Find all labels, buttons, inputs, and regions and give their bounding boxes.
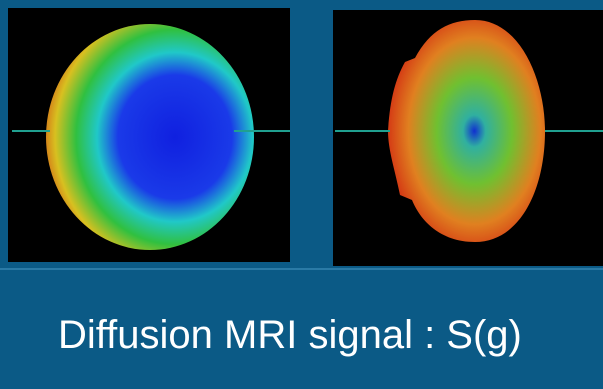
caption: Diffusion MRI signal : S(g) (58, 313, 522, 357)
slide: Diffusion MRI signal : S(g) (0, 0, 603, 389)
signal-sphere (46, 24, 254, 250)
divider (0, 268, 603, 270)
page: Diffusion MRI signal : S(g) (() => { con… (0, 0, 603, 389)
